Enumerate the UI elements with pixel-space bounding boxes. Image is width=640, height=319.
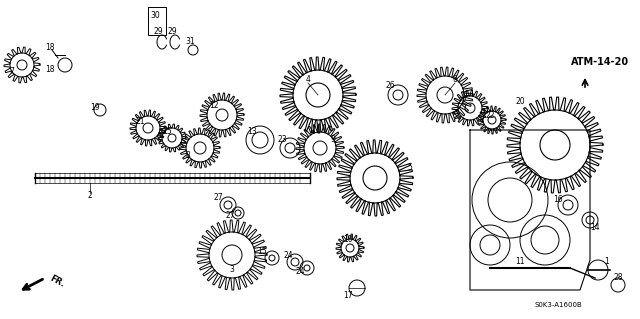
Text: 6: 6: [452, 76, 458, 85]
Text: 12: 12: [209, 100, 219, 109]
Text: 9: 9: [331, 136, 335, 145]
Text: 22: 22: [457, 98, 467, 107]
Text: 31: 31: [185, 38, 195, 47]
Text: 2: 2: [88, 190, 92, 199]
Text: 26: 26: [385, 80, 395, 90]
Text: 14: 14: [590, 224, 600, 233]
Bar: [148, 7, 166, 35]
Text: 4: 4: [305, 76, 310, 85]
Text: 15: 15: [257, 248, 267, 256]
Text: ATM-14-20: ATM-14-20: [571, 57, 629, 67]
Text: 24: 24: [295, 268, 305, 277]
Text: 29: 29: [167, 27, 177, 36]
Text: 17: 17: [343, 291, 353, 300]
Text: 18: 18: [45, 65, 55, 75]
Text: 23: 23: [277, 136, 287, 145]
Text: 22: 22: [485, 110, 495, 120]
Text: 3: 3: [230, 265, 234, 275]
Text: 27: 27: [213, 194, 223, 203]
Text: 29: 29: [153, 27, 163, 36]
Text: 27: 27: [225, 211, 235, 219]
Text: 10: 10: [343, 235, 353, 244]
Text: 25: 25: [162, 128, 172, 137]
Text: S0K3-A1600B: S0K3-A1600B: [534, 302, 582, 308]
Text: 1: 1: [605, 257, 609, 266]
Text: 21: 21: [135, 117, 145, 127]
Text: 20: 20: [515, 98, 525, 107]
Text: 5: 5: [408, 164, 412, 173]
Text: 13: 13: [247, 128, 257, 137]
Text: 16: 16: [553, 196, 563, 204]
Text: 19: 19: [90, 103, 100, 113]
Text: 8: 8: [186, 151, 190, 160]
Text: 24: 24: [283, 251, 293, 261]
Text: 30: 30: [150, 11, 160, 19]
Text: FR.: FR.: [48, 273, 66, 289]
Text: 18: 18: [45, 43, 55, 53]
Text: 11: 11: [515, 257, 525, 266]
Text: 7: 7: [10, 68, 15, 77]
Text: 28: 28: [613, 273, 623, 283]
